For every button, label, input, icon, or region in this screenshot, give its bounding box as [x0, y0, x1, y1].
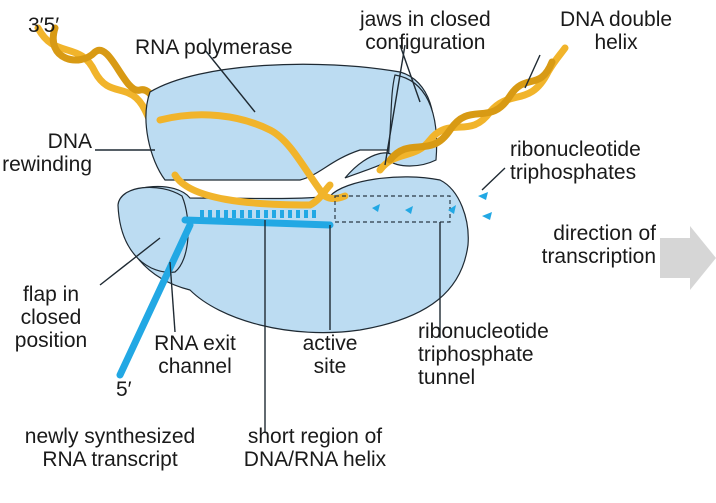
label-active-site: active site — [302, 332, 358, 378]
ntp-5 — [482, 212, 492, 220]
label-dna-rewinding: DNA rewinding — [2, 130, 92, 176]
dna-template-strand — [156, 111, 349, 202]
ribonucleotide-triphosphates — [372, 192, 492, 220]
ntp-2 — [405, 206, 413, 214]
rna-transcript-exit — [116, 221, 194, 379]
label-direction-of-transcription: direction of transcription — [541, 222, 656, 268]
dna-nontemplate-strand — [171, 171, 334, 209]
label-rna-exit-channel: RNA exit channel — [154, 332, 236, 378]
label-triphosphate-tunnel: ribonucleotide triphosphate tunnel — [418, 320, 549, 389]
rna-hybrid-strand — [181, 216, 334, 229]
ntp-4 — [478, 192, 488, 200]
ntp-1 — [372, 204, 380, 212]
label-jaws: jaws in closed configuration — [360, 8, 491, 54]
dna-right-helix — [376, 44, 569, 174]
label-flap: flap in closed position — [14, 283, 88, 352]
dna-rna-hybrid — [181, 210, 334, 229]
label-rna-polymerase: RNA polymerase — [135, 36, 293, 59]
label-dna-double-helix: DNA double helix — [560, 8, 673, 54]
label-ribonucleotide-triphosphates: ribonucleotide triphosphates — [510, 138, 641, 184]
label-dna-rna-helix: short region of DNA/RNA helix — [243, 425, 387, 471]
dna-internal — [156, 111, 349, 209]
direction-arrow — [660, 226, 716, 290]
label-strand-ends: 3′5′ — [28, 14, 60, 37]
dna-right-strand-b — [386, 58, 556, 164]
label-new-transcript: newly synthesized RNA transcript — [24, 425, 196, 471]
leader-lines — [95, 44, 541, 432]
label-transcript-5-end: 5′ — [116, 378, 132, 401]
ntp-3 — [448, 205, 456, 214]
